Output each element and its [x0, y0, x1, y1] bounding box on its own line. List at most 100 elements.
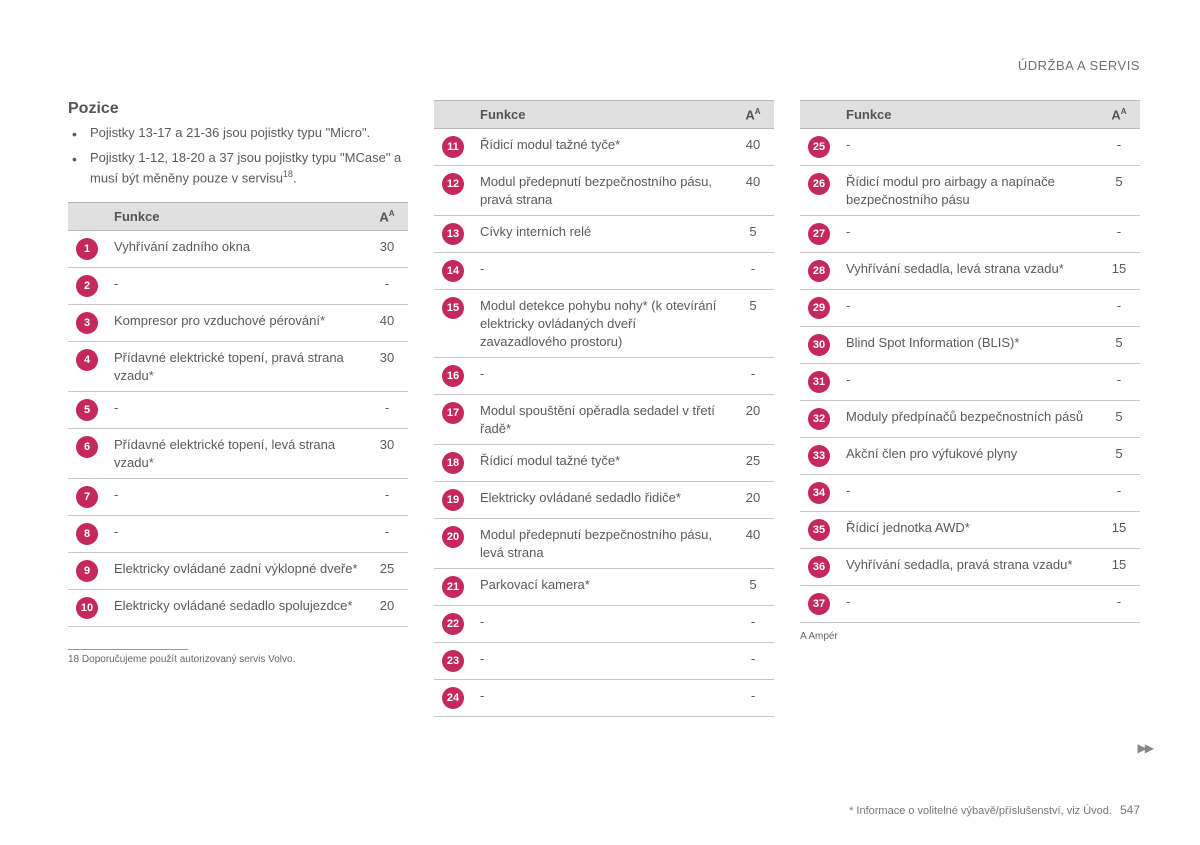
column-mid: Funkce AA 11Řídicí modul tažné tyče*4012… — [434, 100, 774, 717]
fuse-amp: 20 — [732, 395, 774, 445]
table-row: 13Cívky interních relé5 — [434, 216, 774, 253]
fuse-amp: 30 — [366, 231, 408, 268]
fuse-badge-cell: 28 — [800, 253, 838, 290]
table-row: 19Elektricky ovládané sedadlo řidiče*20 — [434, 482, 774, 519]
bottom-note: * Informace o volitelné výbavě/příslušen… — [849, 803, 1140, 817]
fuse-badge-cell: 27 — [800, 216, 838, 253]
bullet-1: Pojistky 13-17 a 21-36 jsou pojistky typ… — [68, 124, 408, 143]
fuse-badge-cell: 1 — [68, 231, 106, 268]
fuse-function: - — [838, 290, 1098, 327]
fuse-badge-cell: 16 — [434, 358, 472, 395]
table-row: 32Moduly předpínačů bezpečnostních pásů5 — [800, 401, 1140, 438]
col-funkce: Funkce — [838, 101, 1098, 129]
fuse-badge: 13 — [442, 223, 464, 245]
fuse-function: - — [472, 606, 732, 643]
fuse-amp: - — [732, 358, 774, 395]
fuse-badge: 12 — [442, 173, 464, 195]
fuse-badge: 36 — [808, 556, 830, 578]
fuse-amp: 30 — [366, 342, 408, 392]
fuse-badge: 22 — [442, 613, 464, 635]
table-row: 17Modul spouštění opěradla sedadel v tře… — [434, 395, 774, 445]
fuse-amp: 25 — [366, 553, 408, 590]
fuse-badge: 4 — [76, 349, 98, 371]
fuse-amp: - — [732, 643, 774, 680]
fuse-amp: - — [366, 392, 408, 429]
fuse-badge-cell: 10 — [68, 590, 106, 627]
fuse-amp: - — [732, 253, 774, 290]
table-row: 18Řídicí modul tažné tyče*25 — [434, 445, 774, 482]
fuse-badge: 11 — [442, 136, 464, 158]
fuse-badge-cell: 34 — [800, 475, 838, 512]
fuse-amp: 5 — [732, 569, 774, 606]
fuse-badge-cell: 23 — [434, 643, 472, 680]
table-row: 24-- — [434, 680, 774, 717]
fuse-amp: 30 — [366, 429, 408, 479]
fuse-function: Modul detekce pohybu nohy* (k otevírání … — [472, 290, 732, 358]
bullet-2-sup: 18 — [283, 169, 293, 179]
table-row: 27-- — [800, 216, 1140, 253]
fuse-badge-cell: 19 — [434, 482, 472, 519]
fuse-badge: 24 — [442, 687, 464, 709]
fuse-badge: 18 — [442, 452, 464, 474]
fuse-badge: 29 — [808, 297, 830, 319]
fuse-badge-cell: 33 — [800, 438, 838, 475]
fuse-badge: 6 — [76, 436, 98, 458]
fuse-badge-cell: 32 — [800, 401, 838, 438]
fuse-function: Vyhřívání sedadla, pravá strana vzadu* — [838, 549, 1098, 586]
fuse-function: Přídavné elektrické topení, pravá strana… — [106, 342, 366, 392]
fuse-table-left: Funkce AA 1Vyhřívání zadního okna302--3K… — [68, 202, 408, 628]
column-left: Pozice Pojistky 13-17 a 21-36 jsou pojis… — [68, 100, 408, 717]
fuse-function: - — [472, 358, 732, 395]
fuse-badge-cell: 2 — [68, 268, 106, 305]
table-row: 35Řídicí jednotka AWD*15 — [800, 512, 1140, 549]
col-badge — [68, 202, 106, 230]
column-right: Funkce AA 25--26Řídicí modul pro airbagy… — [800, 100, 1140, 717]
fuse-badge: 32 — [808, 408, 830, 430]
fuse-badge-cell: 14 — [434, 253, 472, 290]
fuse-badge: 21 — [442, 576, 464, 598]
fuse-badge: 8 — [76, 523, 98, 545]
fuse-badge-cell: 35 — [800, 512, 838, 549]
col-funkce: Funkce — [106, 202, 366, 230]
fuse-badge: 9 — [76, 560, 98, 582]
table-row: 14-- — [434, 253, 774, 290]
fuse-table-mid: Funkce AA 11Řídicí modul tažné tyče*4012… — [434, 100, 774, 717]
table-row: 7-- — [68, 479, 408, 516]
col-badge — [434, 101, 472, 129]
page-number: 547 — [1120, 803, 1140, 817]
fuse-function: - — [106, 268, 366, 305]
fuse-function: Akční člen pro výfukové plyny — [838, 438, 1098, 475]
fuse-function: - — [106, 479, 366, 516]
fuse-function: Přídavné elektrické topení, levá strana … — [106, 429, 366, 479]
tbody-mid: 11Řídicí modul tažné tyče*40 12 Modul před… — [434, 129, 774, 717]
table-row: 31-- — [800, 364, 1140, 401]
fuse-amp: 15 — [1098, 512, 1140, 549]
fuse-function: Cívky interních relé — [472, 216, 732, 253]
fuse-amp: 5 — [1098, 327, 1140, 364]
fuse-badge-cell: 4 — [68, 342, 106, 392]
table-row: 21Parkovací kamera*5 — [434, 569, 774, 606]
fuse-amp: - — [1098, 475, 1140, 512]
table-row: 10Elektricky ovládané sedadlo spolujezdc… — [68, 590, 408, 627]
fuse-badge-cell: 5 — [68, 392, 106, 429]
table-row: 11Řídicí modul tažné tyče*40 — [434, 129, 774, 166]
table-row: 1Vyhřívání zadního okna30 — [68, 231, 408, 268]
bullet-2: Pojistky 1-12, 18-20 a 37 jsou pojistky … — [68, 149, 408, 188]
fuse-amp: 5 — [1098, 438, 1140, 475]
fuse-function: - — [838, 586, 1098, 623]
table-row: 2-- — [68, 268, 408, 305]
fuse-badge: 25 — [808, 136, 830, 158]
table-row: 3Kompresor pro vzduchové pérování*40 — [68, 305, 408, 342]
fuse-badge: 16 — [442, 365, 464, 387]
fuse-amp: - — [732, 606, 774, 643]
fuse-badge: 27 — [808, 223, 830, 245]
footnote-rule — [68, 649, 188, 650]
fuse-badge: 14 — [442, 260, 464, 282]
fuse-badge: 26 — [808, 173, 830, 195]
fuse-amp: - — [1098, 129, 1140, 166]
fuse-function: Vyhřívání zadního okna — [106, 231, 366, 268]
table-row: 29-- — [800, 290, 1140, 327]
fuse-badge-cell: 31 — [800, 364, 838, 401]
fuse-function: - — [838, 216, 1098, 253]
fuse-function: Modul předepnutí bezpečnostního pásu, pr… — [472, 166, 732, 216]
